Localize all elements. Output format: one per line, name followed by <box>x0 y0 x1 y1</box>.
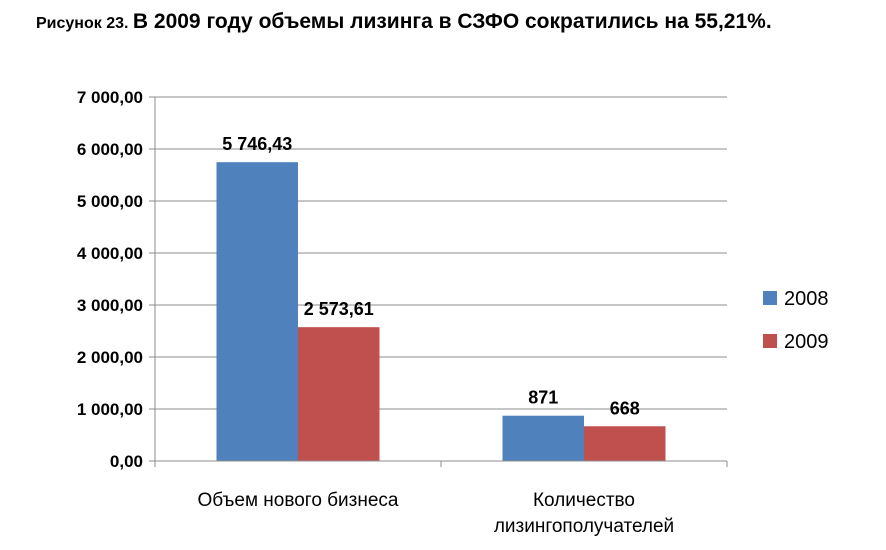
legend-label: 2008 <box>784 288 829 310</box>
figure-number: Рисунок 23. <box>36 15 129 32</box>
bar-2009 <box>298 327 380 461</box>
data-label: 871 <box>528 388 558 408</box>
axes <box>149 96 728 467</box>
legend-swatch-2008 <box>763 291 777 305</box>
figure-title: В 2009 году объемы лизинга в СЗФО сократ… <box>132 10 772 33</box>
data-label: 5 746,43 <box>222 134 292 154</box>
category-labels: Объем нового бизнеса Количество лизингопол… <box>197 490 674 537</box>
y-tick-label: 0,00 <box>110 452 143 471</box>
y-tick-label: 1 000,00 <box>77 400 143 419</box>
y-tick-label: 5 000,00 <box>77 192 143 211</box>
y-tick-label: 3 000,00 <box>77 296 143 315</box>
y-tick-label: 6 000,00 <box>77 140 143 159</box>
y-tick-label: 4 000,00 <box>77 244 143 263</box>
bar-2009 <box>584 426 666 461</box>
category-label: лизингополучателей <box>494 516 674 537</box>
bars <box>216 162 666 461</box>
data-label: 2 573,61 <box>304 299 374 319</box>
category-label: Объем нового бизнеса <box>197 490 398 511</box>
legend-label: 2009 <box>784 331 829 353</box>
figure-caption: Рисунок 23. В 2009 году объемы лизинга в… <box>36 10 772 34</box>
data-label: 668 <box>610 398 640 418</box>
legend-swatch-2009 <box>763 334 777 348</box>
legend: 2008 2009 <box>763 288 829 353</box>
data-labels: 5 746,43 2 573,61 871 668 <box>222 134 640 418</box>
y-tick-label: 2 000,00 <box>77 348 143 367</box>
category-label: Количество <box>533 490 635 511</box>
bar-2008 <box>502 415 584 461</box>
bar-2008 <box>216 162 298 461</box>
y-tick-label: 7 000,00 <box>77 88 143 107</box>
y-tick-labels: 0,00 1 000,00 2 000,00 3 000,00 4 000,00 5 00… <box>77 88 143 471</box>
